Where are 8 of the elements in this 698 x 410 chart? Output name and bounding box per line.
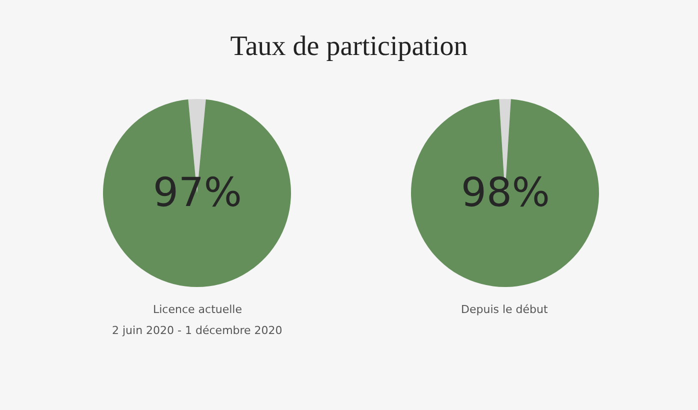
text: 2 juin 2020 - 1 décembre 2020 (112, 324, 282, 337)
text: Licence actuelle (153, 303, 242, 316)
data-label: 97% (153, 170, 242, 216)
pie-slice (411, 99, 599, 287)
pie-slice (103, 99, 291, 287)
data-label: 98% (461, 170, 550, 216)
text: Taux de participation (230, 30, 468, 62)
text: Depuis le début (461, 303, 548, 316)
